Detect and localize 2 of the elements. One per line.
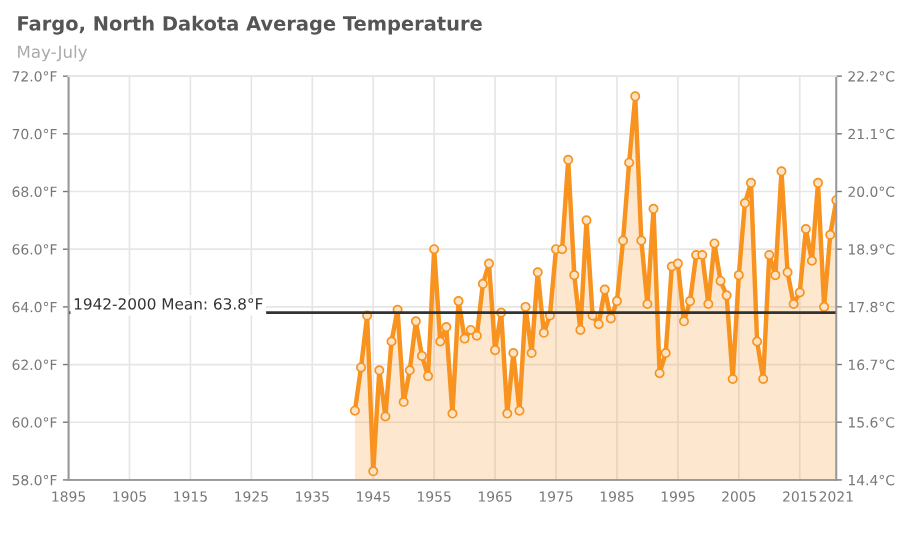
chart-subtitle: May-July (18, 45, 88, 62)
chart-title: Fargo, North Dakota Average Temperature (18, 15, 482, 35)
